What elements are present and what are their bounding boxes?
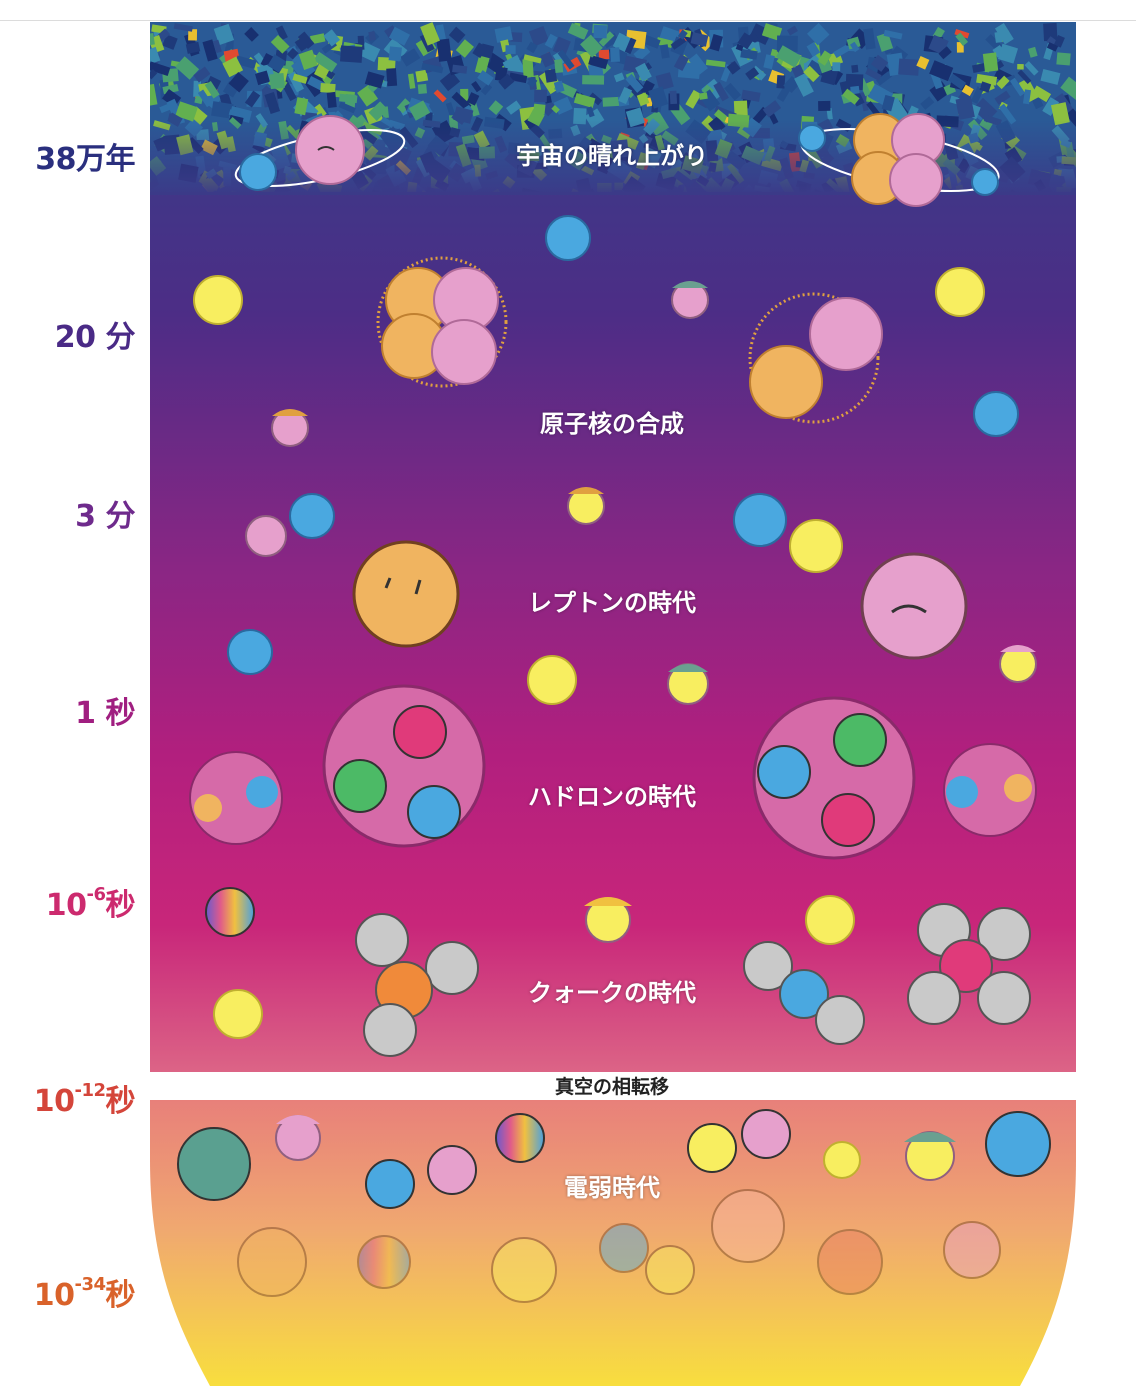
neutrino-particle	[584, 897, 632, 943]
era-label-hadron-epoch: ハドロンの時代	[528, 783, 696, 811]
time-label-1e-34-second: 10-34秒	[33, 1274, 136, 1313]
neutrino-particle	[999, 645, 1037, 683]
faded-particles	[237, 1189, 1001, 1303]
meson-bubble	[189, 751, 283, 845]
time-label-380k-years: 38万年	[35, 142, 135, 177]
baryon-bubble	[752, 696, 916, 860]
proton-particle	[860, 552, 968, 660]
meson-bubble	[943, 743, 1037, 837]
neutrino-particle	[275, 1115, 321, 1161]
quark-cluster	[907, 903, 1031, 1025]
lepton-pair	[687, 1109, 791, 1173]
quark-cluster	[743, 941, 865, 1045]
electron-particle	[545, 215, 591, 261]
quark-cluster	[355, 913, 479, 1057]
electron-particle	[973, 391, 1019, 437]
neutrino-particle	[904, 1131, 956, 1181]
positron-particle	[823, 1141, 861, 1179]
helium-atom	[798, 113, 1000, 207]
time-label-1e-6-second: 10-6秒	[45, 884, 136, 923]
electron-pair	[245, 493, 335, 557]
neutrino-particle	[271, 409, 309, 447]
deuterium-nucleus	[748, 292, 883, 424]
z-boson-particle	[177, 1127, 251, 1201]
time-label-1e-12-second: 10-12秒	[33, 1080, 136, 1119]
era-label-recombination: 宇宙の晴れ上がり	[516, 142, 708, 170]
time-label-20-minutes: 20 分	[54, 320, 136, 355]
time-label-3-minutes: 3 分	[75, 499, 135, 534]
positron-particle	[805, 895, 855, 945]
era-label-electroweak-epoch: 電弱時代	[564, 1174, 660, 1202]
electron-particle	[227, 629, 273, 675]
gluon-particle	[205, 887, 255, 937]
neutron-particle	[352, 540, 460, 648]
era-label-lepton-epoch: レプトンの時代	[528, 589, 696, 617]
baryon-bubble	[322, 684, 486, 848]
top-divider	[0, 20, 1136, 21]
hydrogen-atom	[234, 115, 406, 191]
gluon-particle	[495, 1113, 545, 1163]
electron-particle	[985, 1111, 1051, 1177]
neutrino-particle	[567, 487, 605, 525]
positron-particle	[193, 275, 243, 325]
neutrino-particle	[671, 281, 709, 319]
era-label-quark-epoch: クォークの時代	[528, 979, 696, 1007]
helium-nucleus	[376, 256, 508, 388]
time-label-1-second: 1 秒	[75, 696, 135, 731]
vacuum-phase-transition-label: 真空の相転移	[554, 1076, 670, 1098]
neutrino-particle	[667, 663, 709, 705]
positron-particle	[213, 989, 263, 1039]
positron-particle	[527, 655, 577, 705]
positron-particle	[935, 267, 985, 317]
w-boson-pair	[365, 1145, 477, 1209]
era-label-nucleosynthesis: 原子核の合成	[540, 410, 684, 438]
electron-positron-pair	[733, 493, 843, 573]
